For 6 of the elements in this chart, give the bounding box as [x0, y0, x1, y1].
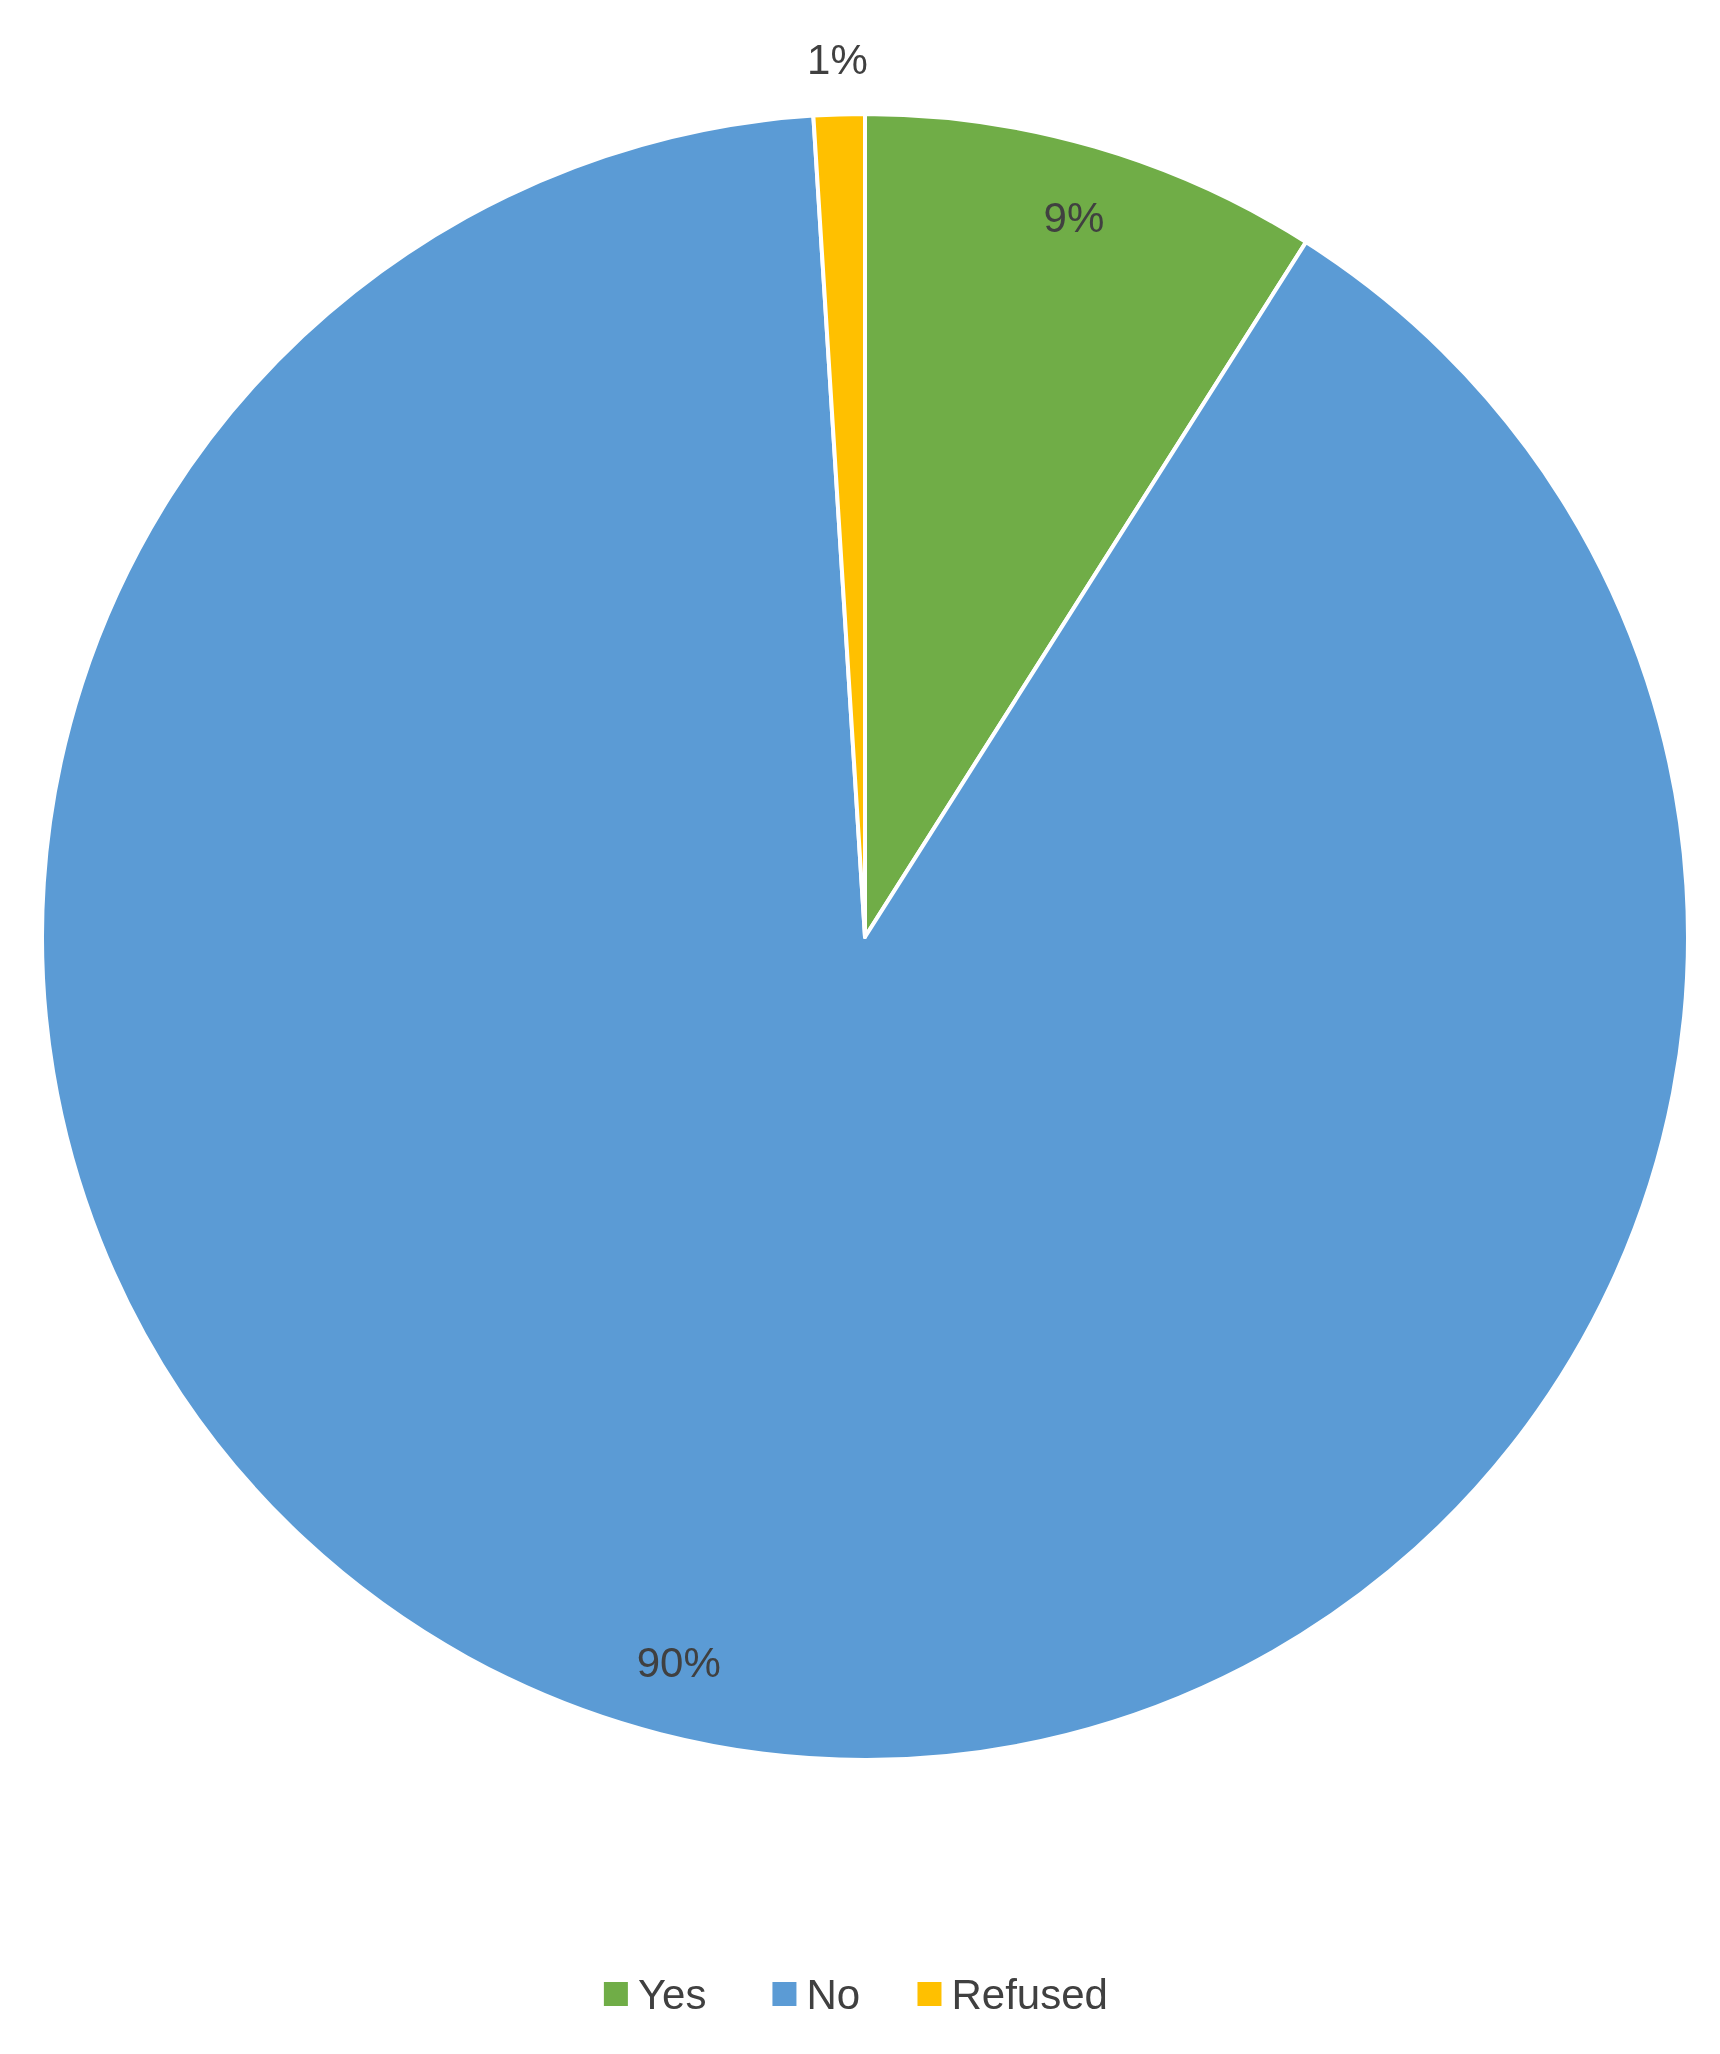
slice-label: No — [806, 1970, 861, 2018]
data-label: 1% — [807, 35, 868, 83]
legend-label: Refused — [951, 1970, 1108, 2018]
data-label: 90% — [636, 1638, 721, 1686]
data-label: 9% — [1043, 194, 1105, 242]
legend-label: Yes — [637, 1970, 707, 2018]
